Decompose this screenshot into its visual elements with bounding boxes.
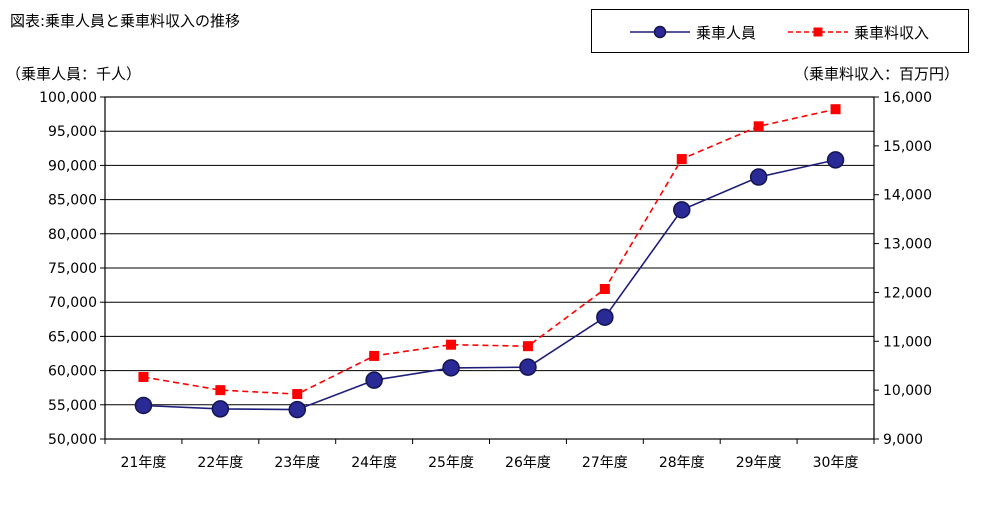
left-axis-tick-label: 100,000 <box>39 90 97 106</box>
revenue-point <box>446 339 457 350</box>
left-axis-unit: （乗車人員：千人） <box>6 65 142 83</box>
series-line-revenue <box>143 108 836 395</box>
ridership-point <box>826 151 845 169</box>
legend-label-ridership: 乗車人員 <box>696 24 757 42</box>
x-axis-tick-label: 30年度 <box>813 455 859 471</box>
revenue-point <box>292 389 303 400</box>
revenue-point <box>676 154 687 165</box>
right-axis-tick-label: 14,000 <box>883 188 932 204</box>
ridership-point <box>365 371 383 389</box>
left-axis-tick-label: 55,000 <box>48 398 97 414</box>
left-axis-tick-label: 70,000 <box>48 295 97 311</box>
right-axis-tick-label: 16,000 <box>883 90 932 106</box>
right-axis-tick-label: 9,000 <box>883 432 923 448</box>
x-axis-tick-label: 28年度 <box>659 455 705 471</box>
series-line-ridership <box>143 159 836 411</box>
ridership-point <box>596 308 614 326</box>
circle-marker-icon <box>630 25 690 39</box>
ridership-point <box>442 359 460 377</box>
revenue-point <box>830 104 841 115</box>
x-axis-tick-label: 23年度 <box>274 455 320 471</box>
revenue-point <box>753 121 764 132</box>
x-axis-tick-label: 27年度 <box>582 455 628 471</box>
revenue-point <box>215 385 226 396</box>
revenue-point <box>599 284 610 295</box>
legend: 乗車人員 乗車料収入 <box>591 9 969 53</box>
left-axis-tick-label: 90,000 <box>48 158 97 174</box>
revenue-point <box>138 371 149 382</box>
x-axis-tick-label: 29年度 <box>736 455 782 471</box>
chart-title: 図表:乗車人員と乗車料収入の推移 <box>10 12 241 30</box>
ridership-point <box>519 358 537 376</box>
right-axis-tick-label: 10,000 <box>883 383 932 399</box>
x-axis-tick-label: 22年度 <box>197 455 243 471</box>
square-marker-icon <box>788 27 848 37</box>
left-axis-tick-label: 80,000 <box>48 227 97 243</box>
ridership-point <box>288 400 306 419</box>
x-axis-tick-label: 21年度 <box>121 455 167 471</box>
right-axis-unit: （乗車料収入：百万円） <box>793 65 959 83</box>
left-axis-tick-label: 60,000 <box>48 364 97 380</box>
x-axis-tick-label: 26年度 <box>505 455 551 471</box>
ridership-point <box>211 400 230 418</box>
ridership-point <box>749 168 768 186</box>
left-axis-tick-label: 50,000 <box>48 432 97 448</box>
ridership-point <box>134 396 153 415</box>
revenue-point <box>369 350 380 361</box>
revenue-point <box>522 341 533 352</box>
left-axis-tick-label: 95,000 <box>48 124 97 140</box>
right-axis-tick-label: 13,000 <box>883 237 932 253</box>
right-axis-tick-label: 12,000 <box>883 285 932 301</box>
ridership-point <box>673 201 691 219</box>
left-axis-tick-label: 85,000 <box>48 193 97 209</box>
x-axis-tick-label: 24年度 <box>351 455 397 471</box>
left-axis-tick-label: 75,000 <box>48 261 97 277</box>
x-axis-tick-label: 25年度 <box>428 455 474 471</box>
left-axis-tick-label: 65,000 <box>48 329 97 345</box>
legend-label-revenue: 乗車料収入 <box>854 24 930 42</box>
right-axis-tick-label: 15,000 <box>883 139 932 155</box>
right-axis-tick-label: 11,000 <box>883 334 932 350</box>
